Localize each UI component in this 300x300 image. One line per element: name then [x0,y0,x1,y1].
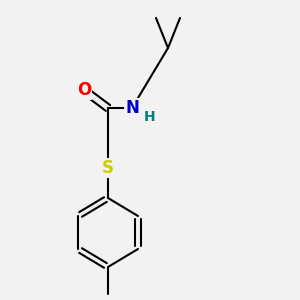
Text: O: O [77,81,91,99]
Text: N: N [125,99,139,117]
Text: S: S [102,159,114,177]
Text: H: H [144,110,156,124]
